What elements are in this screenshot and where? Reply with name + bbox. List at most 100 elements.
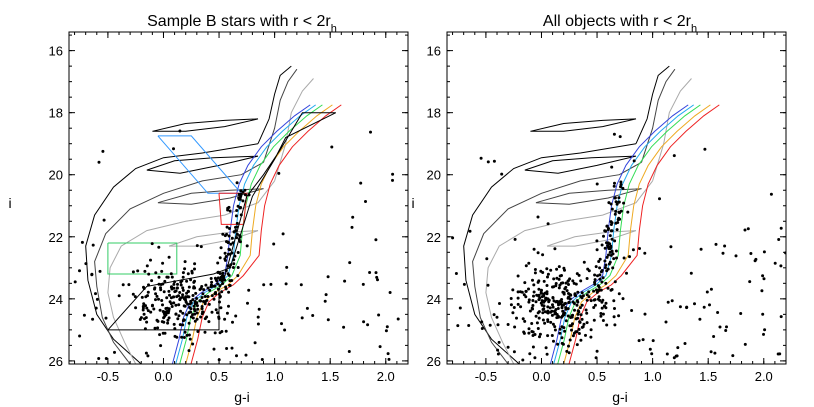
star-point	[235, 181, 239, 185]
star-point	[532, 283, 536, 287]
star-point	[603, 266, 607, 270]
star-point	[548, 306, 552, 310]
star-point	[658, 197, 661, 201]
star-point	[555, 276, 559, 280]
star-point	[718, 325, 722, 329]
star-point	[545, 352, 549, 356]
star-point	[743, 228, 747, 232]
star-point	[606, 267, 610, 271]
star-point	[619, 183, 623, 186]
star-point	[613, 307, 616, 310]
star-point	[564, 306, 568, 310]
star-point	[541, 253, 545, 257]
star-point	[568, 277, 572, 281]
star-point	[486, 160, 490, 164]
star-point	[230, 346, 234, 350]
star-point	[610, 229, 614, 233]
star-point	[184, 300, 188, 304]
star-point	[570, 328, 573, 332]
star-point	[509, 303, 513, 307]
star-point	[78, 334, 82, 338]
star-point	[572, 331, 576, 335]
star-point	[205, 298, 209, 302]
star-point	[531, 278, 534, 282]
star-point	[224, 269, 228, 273]
star-point	[256, 315, 260, 319]
star-point	[530, 330, 534, 333]
star-point	[179, 309, 182, 313]
star-point	[496, 348, 500, 352]
star-point	[210, 310, 214, 314]
star-point	[527, 327, 531, 331]
axis-ticks: -0.5 0.0 0.5 1.0 1.5 2.0 16 18 20 22 24 26	[49, 32, 408, 384]
star-point	[144, 295, 148, 299]
star-point	[762, 332, 765, 336]
star-point	[166, 318, 170, 322]
star-point	[218, 278, 222, 282]
star-point	[595, 290, 599, 294]
star-point	[224, 285, 228, 289]
star-point	[374, 271, 378, 275]
star-point	[712, 335, 716, 338]
star-point	[117, 294, 121, 298]
star-point	[181, 275, 185, 279]
star-point	[492, 159, 496, 163]
star-point	[174, 312, 178, 316]
star-point	[534, 300, 538, 304]
star-point	[262, 283, 266, 287]
star-point	[193, 262, 197, 266]
star-point	[556, 300, 560, 304]
star-point	[216, 261, 220, 265]
star-point	[511, 311, 515, 315]
star-point	[231, 266, 235, 269]
x-tick-label: 1.5	[699, 369, 717, 384]
star-point	[613, 239, 617, 243]
star-point	[391, 172, 395, 176]
rgb-branch-2	[274, 78, 314, 182]
star-point	[604, 229, 608, 233]
star-point	[218, 295, 222, 298]
star-point	[181, 286, 185, 290]
star-point	[618, 135, 622, 139]
star-point	[579, 338, 583, 342]
star-point	[619, 209, 623, 213]
star-point	[563, 302, 567, 306]
star-point	[628, 255, 631, 259]
star-point	[178, 129, 182, 133]
star-point	[133, 295, 137, 299]
star-point	[140, 295, 144, 299]
star-point	[648, 347, 652, 351]
star-point	[161, 303, 164, 307]
star-point	[359, 181, 363, 185]
star-point	[666, 300, 670, 304]
star-point	[593, 273, 597, 277]
star-point	[615, 202, 619, 206]
star-point	[147, 283, 150, 287]
star-point	[571, 279, 575, 283]
star-point	[516, 302, 520, 306]
star-point	[212, 297, 216, 301]
star-point	[225, 225, 229, 229]
star-point	[582, 322, 586, 326]
star-point	[192, 304, 196, 308]
star-point	[221, 274, 225, 278]
star-point	[575, 343, 579, 347]
star-point	[672, 154, 676, 158]
star-point	[154, 292, 158, 296]
star-point	[564, 281, 568, 285]
star-point	[618, 217, 622, 221]
star-point	[607, 262, 611, 266]
star-point	[753, 259, 757, 263]
star-point	[162, 312, 166, 316]
star-point	[553, 325, 557, 329]
star-point	[541, 311, 545, 315]
star-point	[98, 269, 102, 273]
star-point	[217, 292, 221, 296]
star-point	[615, 228, 619, 232]
star-point	[166, 275, 170, 279]
star-point	[189, 310, 193, 314]
star-point	[172, 301, 176, 305]
star-point	[84, 262, 88, 266]
star-point	[552, 285, 556, 289]
panel-sample-b: Sample B stars with r < 2rh -0.5 0.0 0.5 1.…	[8, 13, 409, 405]
